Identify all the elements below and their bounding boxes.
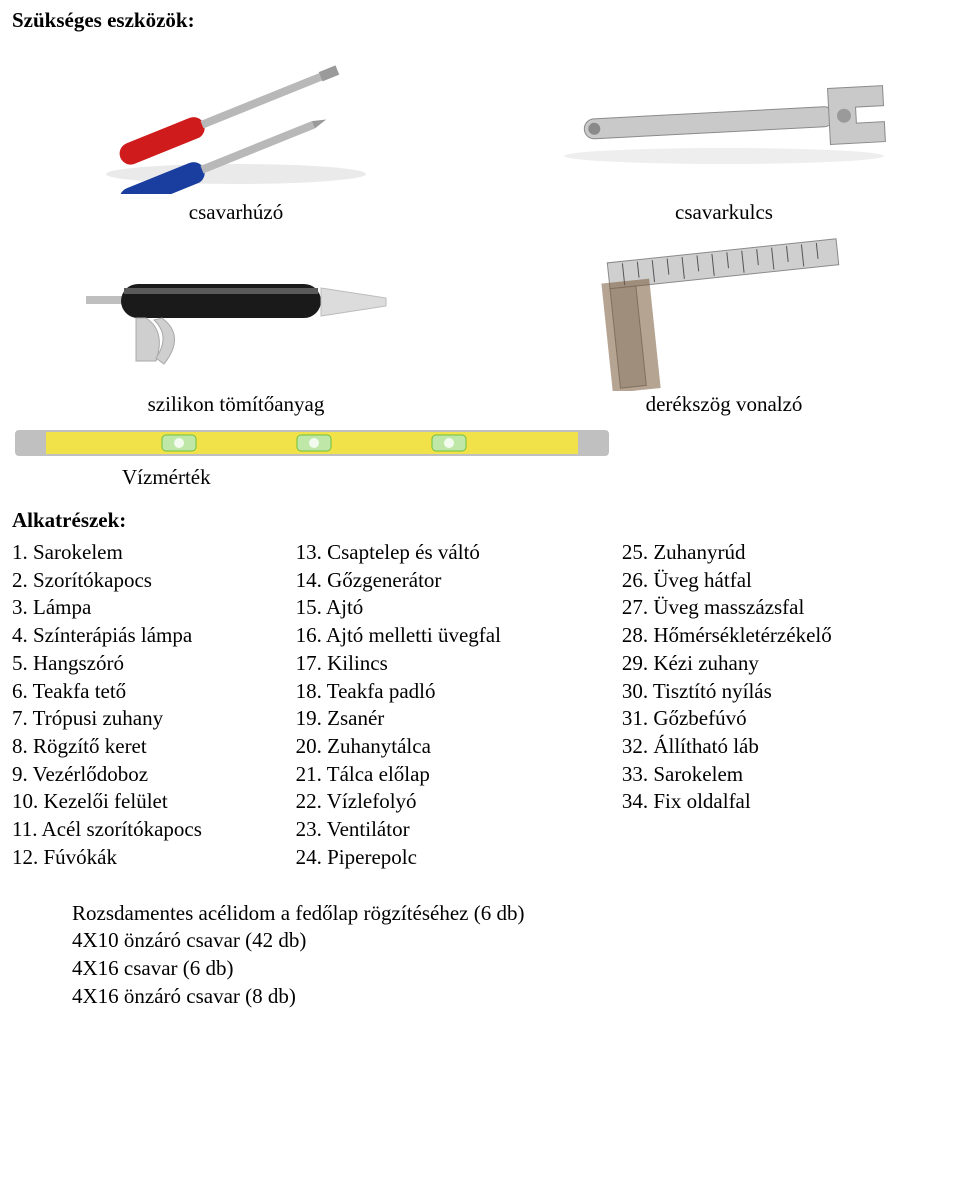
parts-heading: Alkatrészek:: [12, 508, 948, 533]
list-item: Rozsdamentes acélidom a fedőlap rögzítés…: [72, 900, 948, 928]
spirit-level-label: Vízmérték: [122, 465, 948, 490]
spirit-level-image: [12, 425, 612, 461]
tool-spirit-level: Vízmérték: [12, 425, 948, 490]
list-item: 17. Kilincs: [296, 650, 622, 678]
screwdrivers-label: csavarhúzó: [189, 200, 283, 225]
list-item: 29. Kézi zuhany: [622, 650, 948, 678]
list-item: 4X16 önzáró csavar (8 db): [72, 983, 948, 1011]
list-item: 18. Teakfa padló: [296, 678, 622, 706]
list-item: 13. Csaptelep és váltó: [296, 539, 622, 567]
square-ruler-label: derékszög vonalzó: [646, 392, 803, 417]
list-item: 5. Hangszóró: [12, 650, 296, 678]
list-item: 32. Állítható láb: [622, 733, 948, 761]
tool-screwdrivers: csavarhúzó: [12, 41, 460, 225]
parts-col-3: 25. Zuhanyrúd 26. Üveg hátfal 27. Üveg m…: [622, 539, 948, 872]
list-item: 15. Ajtó: [296, 594, 622, 622]
list-item: 25. Zuhanyrúd: [622, 539, 948, 567]
list-item: 31. Gőzbefúvó: [622, 705, 948, 733]
parts-columns: 1. Sarokelem 2. Szorítókapocs 3. Lámpa 4…: [12, 539, 948, 872]
tool-caulk-gun: szilikon tömítőanyag: [12, 233, 460, 417]
list-item: 19. Zsanér: [296, 705, 622, 733]
screwdrivers-image: [86, 41, 386, 196]
list-item: 1. Sarokelem: [12, 539, 296, 567]
list-item: 30. Tisztító nyílás: [622, 678, 948, 706]
list-item: 4. Színterápiás lámpa: [12, 622, 296, 650]
list-item: 23. Ventilátor: [296, 816, 622, 844]
list-item: 22. Vízlefolyó: [296, 788, 622, 816]
list-item: 2. Szorítókapocs: [12, 567, 296, 595]
tool-wrench: csavarkulcs: [500, 41, 948, 225]
list-item: 4X16 csavar (6 db): [72, 955, 948, 983]
tool-square-ruler: derékszög vonalzó: [500, 233, 948, 417]
caulk-gun-label: szilikon tömítőanyag: [148, 392, 325, 417]
tools-grid-row1: csavarhúzó csavarkulcs: [12, 41, 948, 225]
tools-grid-row2: szilikon tömítőanyag: [12, 233, 948, 417]
list-item: 9. Vezérlődoboz: [12, 761, 296, 789]
list-item: 7. Trópusi zuhany: [12, 705, 296, 733]
square-ruler-image: [574, 233, 874, 388]
list-item: 27. Üveg masszázsfal: [622, 594, 948, 622]
list-item: 8. Rögzítő keret: [12, 733, 296, 761]
list-item: 16. Ajtó melletti üvegfal: [296, 622, 622, 650]
tools-heading: Szükséges eszközök:: [12, 8, 948, 33]
list-item: 28. Hőmérsékletérzékelő: [622, 622, 948, 650]
list-item: 26. Üveg hátfal: [622, 567, 948, 595]
parts-col-1: 1. Sarokelem 2. Szorítókapocs 3. Lámpa 4…: [12, 539, 296, 872]
caulk-gun-image: [66, 233, 406, 388]
list-item: 4X10 önzáró csavar (42 db): [72, 927, 948, 955]
list-item: 14. Gőzgenerátor: [296, 567, 622, 595]
list-item: 34. Fix oldalfal: [622, 788, 948, 816]
list-item: 6. Teakfa tető: [12, 678, 296, 706]
parts-col-2: 13. Csaptelep és váltó 14. Gőzgenerátor …: [296, 539, 622, 872]
extras-list: Rozsdamentes acélidom a fedőlap rögzítés…: [72, 900, 948, 1011]
list-item: 11. Acél szorítókapocs: [12, 816, 296, 844]
list-item: 20. Zuhanytálca: [296, 733, 622, 761]
list-item: 12. Fúvókák: [12, 844, 296, 872]
list-item: 21. Tálca előlap: [296, 761, 622, 789]
wrench-label: csavarkulcs: [675, 200, 773, 225]
list-item: 10. Kezelői felület: [12, 788, 296, 816]
list-item: 3. Lámpa: [12, 594, 296, 622]
list-item: 33. Sarokelem: [622, 761, 948, 789]
list-item: 24. Piperepolc: [296, 844, 622, 872]
wrench-image: [544, 41, 904, 196]
